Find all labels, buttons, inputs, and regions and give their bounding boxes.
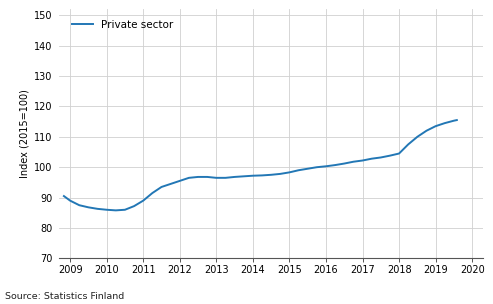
Private sector	[359, 159, 365, 162]
Private sector	[286, 171, 292, 174]
Legend: Private sector: Private sector	[69, 17, 176, 33]
Private sector	[222, 176, 228, 180]
Private sector	[67, 199, 73, 202]
Private sector	[442, 121, 448, 125]
Private sector	[454, 118, 460, 122]
Private sector	[268, 173, 274, 177]
Private sector	[85, 206, 91, 209]
Private sector	[305, 167, 311, 171]
Private sector	[204, 175, 210, 179]
Private sector	[323, 164, 329, 168]
Private sector	[423, 129, 429, 133]
Private sector	[113, 209, 119, 212]
Private sector	[141, 199, 146, 202]
Private sector	[76, 203, 82, 207]
Private sector	[433, 124, 439, 128]
Private sector	[195, 175, 201, 179]
Private sector	[296, 168, 302, 172]
Private sector	[61, 194, 67, 198]
Private sector	[241, 174, 246, 178]
Private sector	[314, 165, 320, 169]
Private sector	[177, 179, 183, 183]
Private sector	[451, 119, 457, 123]
Private sector	[415, 135, 421, 139]
Private sector	[369, 157, 375, 161]
Private sector	[159, 185, 165, 189]
Private sector	[278, 172, 283, 176]
Private sector	[405, 143, 411, 146]
Private sector	[95, 207, 101, 211]
Private sector	[122, 208, 128, 212]
Text: Source: Statistics Finland: Source: Statistics Finland	[5, 292, 124, 301]
Private sector	[104, 208, 109, 212]
Private sector	[168, 182, 174, 186]
Line: Private sector: Private sector	[64, 120, 457, 210]
Private sector	[341, 162, 347, 165]
Private sector	[250, 174, 256, 178]
Private sector	[332, 163, 338, 167]
Private sector	[351, 160, 356, 164]
Private sector	[149, 191, 155, 195]
Private sector	[232, 175, 238, 179]
Private sector	[186, 176, 192, 180]
Y-axis label: Index (2015=100): Index (2015=100)	[20, 89, 30, 178]
Private sector	[131, 204, 137, 208]
Private sector	[213, 176, 219, 180]
Private sector	[387, 154, 393, 157]
Private sector	[396, 152, 402, 155]
Private sector	[378, 156, 384, 159]
Private sector	[259, 174, 265, 177]
